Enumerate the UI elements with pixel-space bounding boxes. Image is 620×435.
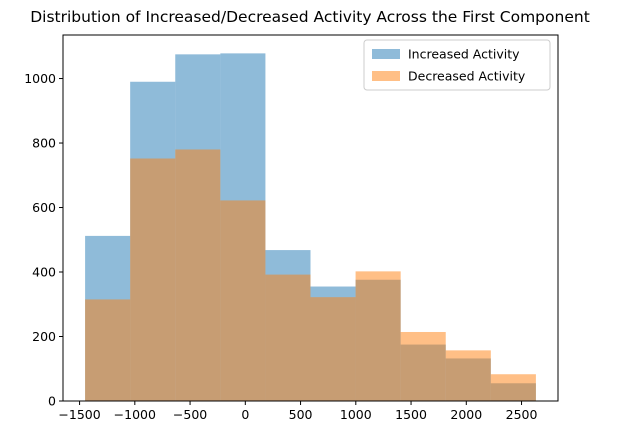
legend-box bbox=[363, 39, 551, 91]
x-axis-ticks: −1500 −1000 −500 0 500 1000 1500 2000 2500 bbox=[58, 401, 537, 422]
y-tick-label: 0 bbox=[48, 394, 56, 409]
bar-series1-bin4 bbox=[265, 274, 311, 401]
legend: Increased Activity Decreased Activity bbox=[363, 39, 551, 91]
x-tick-label: −1000 bbox=[114, 407, 156, 422]
bar-series1-bin0 bbox=[85, 299, 131, 401]
bar-series1-bin3 bbox=[220, 200, 266, 401]
bar-series1-bin8 bbox=[445, 350, 491, 401]
x-tick-label: 2500 bbox=[506, 407, 538, 422]
x-tick-label: −500 bbox=[173, 407, 207, 422]
x-tick-label: 1500 bbox=[395, 407, 427, 422]
bar-series1-bin6 bbox=[355, 271, 401, 401]
axes-layer bbox=[62, 34, 559, 402]
y-tick-label: 1000 bbox=[24, 71, 56, 86]
bar-series1-bin9 bbox=[490, 374, 536, 401]
legend-swatch-series0 bbox=[372, 49, 400, 59]
bar-series1-bin7 bbox=[400, 331, 446, 401]
bar-series1-bin1 bbox=[130, 158, 176, 401]
chart-title: Distribution of Increased/Decreased Acti… bbox=[30, 8, 590, 26]
y-tick-label: 200 bbox=[32, 329, 56, 344]
x-tick-label: 1000 bbox=[340, 407, 372, 422]
y-axis-ticks: 0 200 400 600 800 1000 bbox=[24, 71, 63, 409]
y-tick-label: 800 bbox=[32, 136, 56, 151]
x-tick-label: 0 bbox=[241, 407, 249, 422]
y-tick-label: 400 bbox=[32, 265, 56, 280]
legend-label-series0: Increased Activity bbox=[408, 47, 520, 62]
bars-layer bbox=[85, 53, 536, 402]
x-tick-label: −1500 bbox=[58, 407, 100, 422]
legend-label-series1: Decreased Activity bbox=[408, 69, 526, 84]
y-tick-label: 600 bbox=[32, 200, 56, 215]
x-tick-label: 2000 bbox=[450, 407, 482, 422]
bar-series1-bin2 bbox=[175, 149, 221, 401]
x-tick-label: 500 bbox=[289, 407, 313, 422]
bar-series1-bin5 bbox=[310, 297, 356, 401]
plot-frame bbox=[62, 34, 559, 402]
legend-swatch-series1 bbox=[372, 71, 400, 81]
